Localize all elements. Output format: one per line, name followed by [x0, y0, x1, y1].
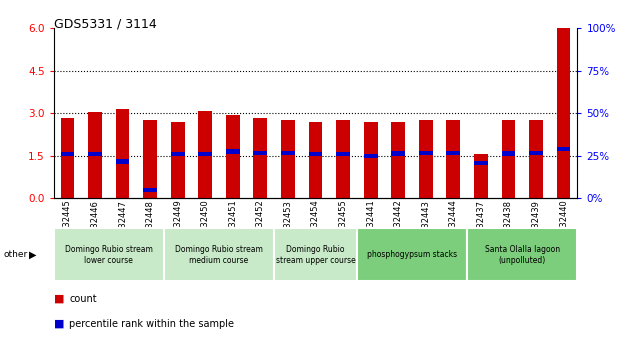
Bar [198, 111, 212, 198]
Text: count: count [69, 294, 97, 304]
Text: ■: ■ [54, 319, 64, 329]
Bar [529, 120, 543, 198]
Bar [281, 151, 295, 155]
Text: other: other [3, 250, 27, 259]
Text: Domingo Rubio stream
lower course: Domingo Rubio stream lower course [65, 245, 153, 264]
Bar [171, 152, 184, 156]
Bar [557, 28, 570, 198]
Bar [115, 159, 129, 164]
Bar [254, 118, 268, 198]
Bar [143, 120, 157, 198]
Bar [363, 154, 377, 158]
Bar [529, 151, 543, 155]
Bar [419, 151, 433, 155]
Text: ■: ■ [54, 294, 64, 304]
Bar [557, 147, 570, 151]
Bar [502, 152, 516, 156]
Bar [88, 152, 102, 156]
Bar [254, 151, 268, 155]
Bar [198, 152, 212, 156]
Text: Domingo Rubio stream
medium course: Domingo Rubio stream medium course [175, 245, 263, 264]
Bar [419, 120, 433, 198]
Text: phosphogypsum stacks: phosphogypsum stacks [367, 250, 457, 259]
Bar [391, 152, 405, 156]
Bar [447, 151, 460, 155]
Text: Domingo Rubio
stream upper course: Domingo Rubio stream upper course [276, 245, 355, 264]
Bar [281, 120, 295, 198]
Bar [61, 118, 74, 198]
Bar [309, 152, 322, 156]
Text: ▶: ▶ [29, 250, 37, 260]
Bar [336, 120, 350, 198]
Bar [226, 115, 240, 198]
Bar [474, 161, 488, 165]
Bar [171, 122, 184, 198]
Bar [502, 120, 516, 198]
Bar [447, 120, 460, 198]
Text: Santa Olalla lagoon
(unpolluted): Santa Olalla lagoon (unpolluted) [485, 245, 560, 264]
Text: GDS5331 / 3114: GDS5331 / 3114 [54, 18, 156, 31]
Text: percentile rank within the sample: percentile rank within the sample [69, 319, 234, 329]
Bar [474, 154, 488, 198]
Bar [391, 122, 405, 198]
Bar [61, 152, 74, 156]
Bar [88, 112, 102, 198]
Bar [363, 122, 377, 198]
Bar [309, 122, 322, 198]
Bar [336, 152, 350, 156]
Bar [143, 188, 157, 192]
Bar [115, 109, 129, 198]
Bar [226, 149, 240, 154]
